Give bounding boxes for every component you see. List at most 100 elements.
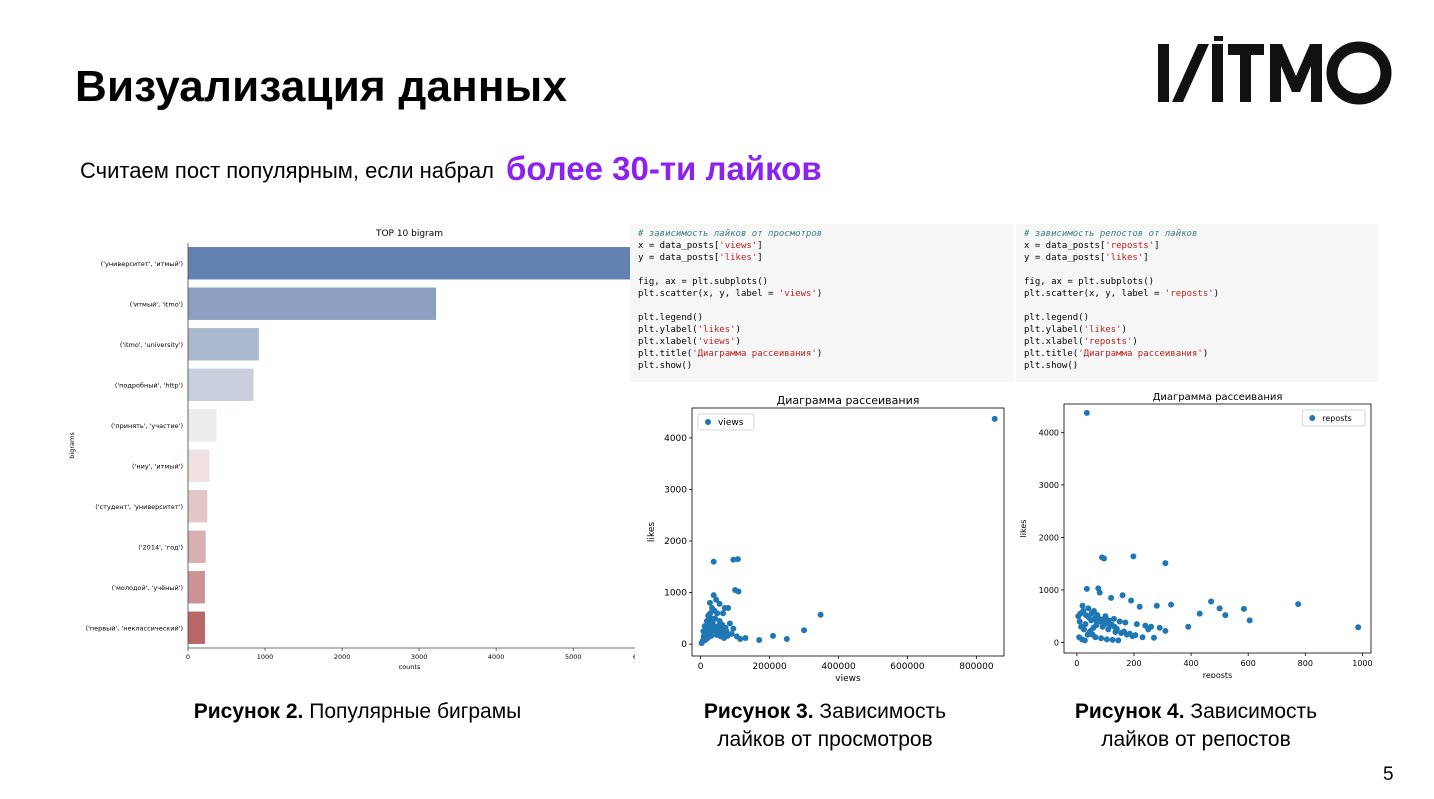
scatter-point <box>1130 553 1137 560</box>
bar <box>188 409 217 442</box>
scatter-point <box>1148 623 1155 630</box>
scatter-point <box>734 556 741 563</box>
scatter-point <box>1081 637 1088 644</box>
bar <box>188 247 631 280</box>
scatter-point <box>708 605 715 612</box>
scatter-point <box>703 617 710 624</box>
bar-chart-title: TOP 10 bigram <box>375 229 443 239</box>
x-tick-label: 3000 <box>411 653 428 661</box>
scatter-point <box>1096 589 1103 596</box>
x-tick-label: 400000 <box>821 662 856 672</box>
scatter-point <box>708 632 715 639</box>
caption-figure-2: Рисунок 2. Популярные биграмы <box>150 698 565 726</box>
scatter-point <box>713 596 720 603</box>
scatter-point <box>1082 621 1089 628</box>
scatter-point <box>1136 603 1143 610</box>
bar <box>188 328 259 361</box>
scatter-point <box>1222 612 1229 619</box>
code-line: # зависимость лайков от просмотров <box>638 229 823 239</box>
category-label: ('студент', 'университет') <box>95 503 183 511</box>
y-tick-label: 3000 <box>664 485 687 495</box>
bigram-bar-chart: TOP 10 bigram ('университет', 'итмый') ('и… <box>68 229 635 671</box>
scatter-point <box>730 625 737 632</box>
caption-figure-4-label: Рисунок 4. <box>1074 700 1185 723</box>
code-line: plt.scatter(x, y, label = 'reposts') <box>1024 289 1220 299</box>
code-line: plt.show() <box>1024 361 1079 371</box>
x-tick-label: 200 <box>1126 659 1141 668</box>
caption-figure-3-text: Зависимость <box>819 700 947 723</box>
plot-frame <box>1063 403 1372 654</box>
scatter-point <box>770 632 777 639</box>
x-tick-label: 600 <box>1241 659 1256 668</box>
category-label: ('молодой', 'учёный') <box>112 584 183 592</box>
caption-figure-4-text: Зависимость <box>1190 700 1318 723</box>
scatter-point <box>1111 623 1118 630</box>
scatter-point <box>742 634 749 641</box>
scatter-point <box>1105 617 1112 624</box>
y-tick-label: 2000 <box>1039 533 1059 542</box>
code-line: plt.scatter(x, y, label = 'views') <box>638 289 823 299</box>
category-label: ('итмый', 'itmo') <box>130 300 183 308</box>
scatter-point <box>756 637 763 644</box>
scatter-point <box>1085 614 1092 621</box>
scatter-point <box>724 632 731 639</box>
category-label: ('2014', 'год') <box>138 543 183 551</box>
code-line: x = data_posts['views'] <box>638 241 763 251</box>
scatter-point <box>1162 627 1169 634</box>
subtitle-highlight-text: более 30-ти лайков <box>506 150 822 187</box>
x-tick-label: 0 <box>698 662 704 672</box>
category-label: ('университет', 'итмый') <box>101 260 183 268</box>
x-tick-label: 1000 <box>257 653 274 661</box>
bar <box>188 611 205 644</box>
code-line: plt.xlabel('reposts') <box>1024 337 1138 347</box>
scatter-point <box>1122 619 1129 626</box>
slide-subtitle: Считаем пост популярным, если набрал бол… <box>80 150 822 188</box>
category-label: ('ниу', 'итмый') <box>132 462 183 470</box>
y-tick-label: 2000 <box>664 537 687 547</box>
code-line: plt.title('Диаграмма рассеивания') <box>638 349 823 359</box>
y-axis-label: bigrams <box>68 432 76 459</box>
scatter-point <box>1246 617 1253 624</box>
x-tick-label: 200000 <box>752 662 787 672</box>
scatter-point <box>1100 555 1107 562</box>
scatter-point <box>1076 618 1083 625</box>
scatter-point <box>712 615 719 622</box>
code-line <box>638 300 1006 312</box>
scatter-point <box>1240 605 1247 612</box>
page-number: 5 <box>1383 764 1394 785</box>
scatter-point <box>1083 585 1090 592</box>
y-tick-label: 4000 <box>1039 428 1059 437</box>
scatter-point <box>737 635 744 642</box>
bar <box>188 449 210 482</box>
x-tick-label: 0 <box>1074 659 1079 668</box>
category-label: ('подробный', 'http') <box>115 381 183 389</box>
scatter-point <box>720 610 727 617</box>
y-tick-label: 3000 <box>1039 481 1059 490</box>
scatter-point <box>735 588 742 595</box>
category-label: ('itmo', 'university') <box>120 341 183 349</box>
scatter-point <box>1128 597 1135 604</box>
scatter-point <box>1094 612 1101 619</box>
legend-label: reposts <box>1322 414 1351 423</box>
itmo-logo <box>1158 36 1392 105</box>
scatter-point <box>1156 624 1163 631</box>
scatter-point <box>783 635 790 642</box>
category-label: ('принять', 'участие') <box>111 422 183 430</box>
code-line: plt.show() <box>638 361 693 371</box>
x-tick-label: 5000 <box>565 653 582 661</box>
scatter-point <box>1208 598 1215 605</box>
code-line <box>638 264 1006 276</box>
code-line: x = data_posts['reposts'] <box>1024 241 1160 251</box>
x-tick-label: 4000 <box>488 653 505 661</box>
scatter-point <box>1108 594 1115 601</box>
caption-figure-4: Рисунок 4. Зависимость лайков от репосто… <box>1026 698 1366 754</box>
scatter-point <box>991 415 998 422</box>
scatter-point <box>701 623 708 630</box>
x-tick-label: 400 <box>1183 659 1198 668</box>
scatter-point <box>730 556 737 563</box>
scatter-point <box>1103 636 1110 643</box>
x-axis-label: counts <box>399 663 421 671</box>
code-line: fig, ax = plt.subplots() <box>638 277 769 287</box>
reposts-likes-scatter-chart: Диаграмма рассеивания 0 200 400 600 800 1000 0 1… <box>1019 392 1373 678</box>
code-line: y = data_posts['likes'] <box>638 253 763 263</box>
